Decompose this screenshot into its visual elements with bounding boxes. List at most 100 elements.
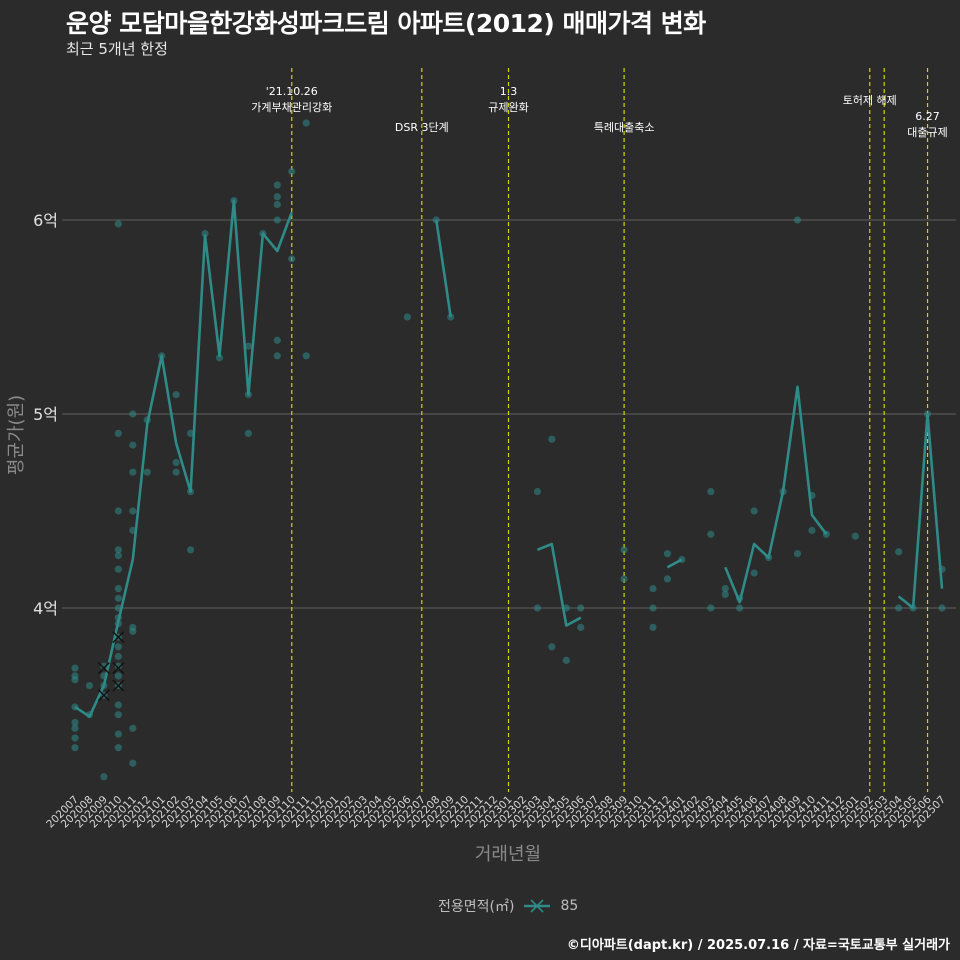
data-point — [938, 604, 946, 612]
data-point — [244, 342, 252, 350]
event-label: '21.10.26 — [266, 85, 318, 98]
chart-title: 운양 모담마을한강화성파크드림 아파트(2012) 매매가격 변화 — [66, 9, 706, 38]
data-point — [114, 672, 122, 680]
data-point — [895, 604, 903, 612]
data-point — [288, 255, 296, 263]
data-point — [273, 193, 281, 201]
data-point — [533, 604, 542, 612]
data-point — [114, 546, 122, 554]
data-point — [114, 507, 122, 515]
data-point — [721, 590, 729, 599]
data-point — [172, 458, 180, 467]
data-point — [100, 662, 108, 670]
data-point — [548, 643, 556, 651]
data-point — [114, 565, 122, 573]
data-point — [288, 167, 296, 176]
data-point — [273, 352, 281, 360]
series-line-segment — [435, 219, 452, 318]
cross-stroke — [112, 631, 125, 644]
data-point — [85, 682, 94, 690]
data-point — [663, 575, 672, 583]
event-label: 규제완화 — [488, 101, 528, 114]
data-point — [114, 701, 122, 709]
data-point — [548, 435, 556, 443]
data-point — [736, 604, 744, 612]
data-point — [808, 526, 816, 535]
data-point — [114, 594, 122, 602]
data-point — [620, 575, 628, 583]
y-tick-labels: 4억 5억 6억 — [33, 211, 58, 618]
data-point — [114, 730, 122, 738]
series-line-segment — [724, 385, 828, 604]
data-point — [215, 354, 224, 362]
data-point — [562, 656, 570, 664]
data-point — [793, 550, 802, 558]
cross-marker — [97, 689, 110, 702]
data-point — [129, 623, 137, 632]
cross-marker — [112, 679, 125, 692]
event-label: DSR 3단계 — [395, 121, 449, 134]
footer-credit: ©디아파트(dapt.kr) / 2025.07.16 / 자료=국토교통부 실… — [566, 938, 950, 953]
data-point — [71, 734, 79, 742]
x-axis-label: 거래년월 — [475, 844, 541, 865]
data-point — [129, 724, 137, 732]
data-point — [649, 623, 657, 632]
data-point — [71, 724, 79, 732]
series-line-segment — [666, 558, 683, 569]
data-point — [707, 604, 715, 612]
data-point — [244, 429, 252, 437]
data-point — [71, 664, 79, 672]
data-point — [793, 216, 802, 224]
cross-markers — [97, 631, 125, 702]
cross-marker — [97, 662, 110, 675]
series-line-segment — [897, 412, 944, 610]
data-point — [201, 229, 209, 238]
cross-stroke — [112, 662, 125, 675]
data-point — [172, 468, 180, 476]
series-line-segment — [536, 542, 582, 627]
data-point — [129, 441, 137, 449]
data-point — [721, 585, 729, 593]
event-label: 토허제 해제 — [843, 93, 897, 107]
data-point — [663, 550, 672, 558]
data-point — [129, 468, 137, 476]
y-axis-label: 평균가(원) — [6, 395, 27, 475]
data-point — [649, 604, 657, 612]
data-point — [432, 216, 440, 224]
data-point — [273, 200, 281, 209]
event-label: 특례대출축소 — [594, 121, 655, 134]
y-tick-label: 5억 — [33, 405, 58, 424]
data-point — [114, 652, 122, 661]
data-point — [71, 672, 79, 680]
y-tick-label: 6억 — [33, 211, 58, 230]
legend-title: 전용면적(㎡) — [438, 899, 515, 915]
data-point — [71, 744, 79, 752]
data-point — [895, 548, 903, 556]
data-point — [71, 718, 79, 727]
data-point — [577, 623, 585, 632]
data-point — [129, 410, 137, 418]
data-point — [533, 488, 542, 496]
legend: 전용면적(㎡) 85 — [438, 896, 578, 916]
data-point — [100, 773, 108, 781]
data-point — [577, 604, 585, 612]
data-point — [129, 759, 137, 767]
data-point — [187, 429, 195, 437]
series-line-segment — [74, 199, 294, 718]
data-point — [114, 711, 122, 719]
data-point — [403, 313, 411, 321]
data-point — [143, 468, 151, 476]
cross-stroke — [112, 679, 125, 692]
event-label: 가계부채관리강화 — [251, 101, 332, 114]
data-point — [114, 643, 122, 651]
data-point — [114, 662, 122, 670]
data-point — [707, 530, 715, 538]
data-point — [273, 336, 281, 344]
cross-stroke — [97, 689, 110, 702]
cross-stroke — [97, 662, 110, 675]
data-point — [750, 569, 758, 577]
data-point — [187, 546, 195, 554]
data-point — [273, 216, 281, 224]
data-point — [649, 585, 657, 593]
